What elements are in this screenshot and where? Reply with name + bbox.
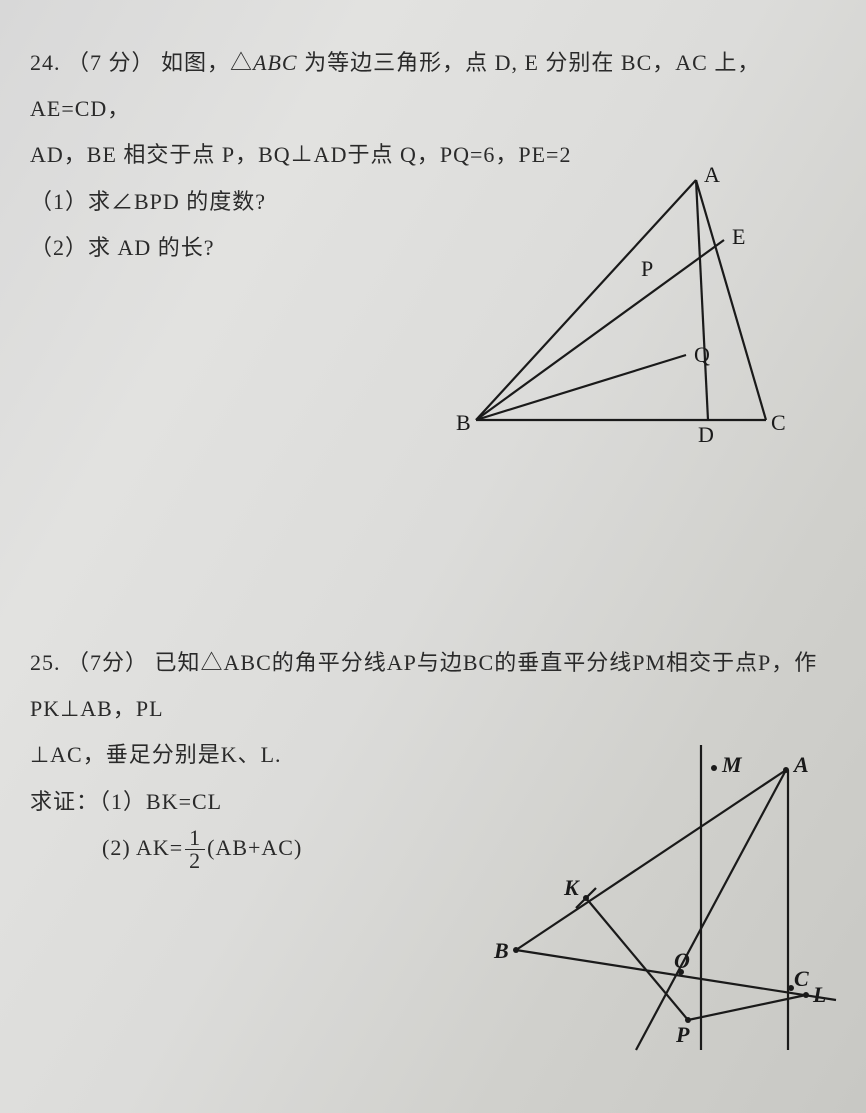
fraction-half: 12 bbox=[185, 827, 205, 872]
p24-line1: 24. （7 分） 如图，△ABC 为等边三角形，点 D, E 分别在 BC，A… bbox=[30, 40, 836, 132]
svg-text:B: B bbox=[493, 938, 509, 963]
problem-24: 24. （7 分） 如图，△ABC 为等边三角形，点 D, E 分别在 BC，A… bbox=[30, 40, 836, 520]
p24-text1a: 如图，△ bbox=[161, 50, 253, 75]
svg-text:A: A bbox=[704, 162, 720, 187]
svg-text:Q: Q bbox=[694, 342, 710, 367]
figure-24-svg: A B C D E P Q bbox=[446, 160, 796, 460]
svg-text:O: O bbox=[674, 948, 690, 973]
svg-text:D: D bbox=[698, 422, 714, 447]
p25-text1: 已知△ABC的角平分线AP与边BC的垂直平分线PM相交于点P，作PK⊥AB，PL bbox=[30, 650, 817, 721]
svg-text:C: C bbox=[794, 966, 809, 991]
p24-points: （7 分） bbox=[67, 50, 155, 75]
svg-text:P: P bbox=[675, 1022, 690, 1047]
figure-25-svg: A B C M K O P L bbox=[476, 740, 846, 1060]
p25-q2b: (AB+AC) bbox=[207, 835, 302, 860]
figure-25: A B C M K O P L bbox=[476, 740, 846, 1060]
svg-text:M: M bbox=[721, 752, 743, 777]
svg-text:L: L bbox=[812, 982, 826, 1007]
svg-text:C: C bbox=[771, 410, 786, 435]
p25-q1: （1）BK=CL bbox=[99, 789, 222, 814]
frac-den: 2 bbox=[185, 850, 205, 872]
figure-24: A B C D E P Q bbox=[446, 160, 796, 460]
p25-points: （7分） bbox=[67, 650, 148, 675]
p25-prove-label: 求证： bbox=[30, 789, 99, 814]
svg-text:A: A bbox=[792, 752, 809, 777]
svg-text:P: P bbox=[641, 256, 653, 281]
frac-num: 1 bbox=[185, 827, 205, 850]
problem-25: 25. （7分） 已知△ABC的角平分线AP与边BC的垂直平分线PM相交于点P，… bbox=[30, 640, 836, 872]
svg-text:B: B bbox=[456, 410, 471, 435]
p24-number: 24. bbox=[30, 50, 61, 75]
p25-q2a: (2) AK= bbox=[102, 835, 183, 860]
svg-text:E: E bbox=[732, 224, 745, 249]
p24-abc: ABC bbox=[253, 50, 298, 75]
svg-text:K: K bbox=[563, 875, 580, 900]
p25-number: 25. bbox=[30, 650, 61, 675]
p25-line1: 25. （7分） 已知△ABC的角平分线AP与边BC的垂直平分线PM相交于点P，… bbox=[30, 640, 836, 732]
